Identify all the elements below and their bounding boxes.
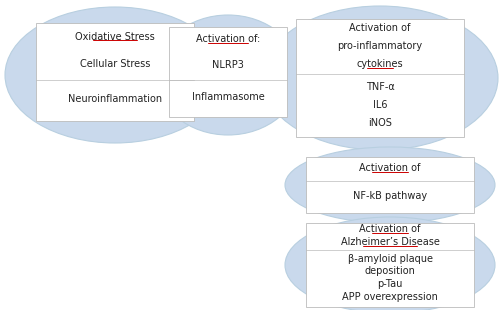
Text: TNF-α: TNF-α (366, 82, 394, 92)
FancyBboxPatch shape (306, 223, 474, 307)
Text: p-Tau: p-Tau (378, 279, 402, 289)
Text: β-amyloid plaque: β-amyloid plaque (348, 254, 432, 264)
Text: Alzheimer’s Disease: Alzheimer’s Disease (340, 237, 440, 247)
FancyBboxPatch shape (296, 19, 464, 137)
Ellipse shape (285, 217, 495, 310)
Text: iNOS: iNOS (368, 118, 392, 128)
Ellipse shape (262, 6, 498, 150)
FancyBboxPatch shape (36, 23, 194, 121)
Text: APP overexpression: APP overexpression (342, 292, 438, 302)
Text: Activation of:: Activation of: (196, 34, 260, 45)
Text: Activation of: Activation of (360, 224, 420, 234)
Ellipse shape (5, 7, 225, 143)
Ellipse shape (156, 15, 300, 135)
Text: Activation of: Activation of (350, 23, 410, 33)
Text: Inflammasome: Inflammasome (192, 92, 264, 102)
FancyBboxPatch shape (306, 157, 474, 213)
Text: Cellular Stress: Cellular Stress (80, 59, 150, 69)
Text: deposition: deposition (364, 266, 416, 276)
FancyBboxPatch shape (169, 27, 287, 117)
Ellipse shape (285, 147, 495, 223)
Text: Activation of: Activation of (360, 163, 420, 173)
Text: Oxidative Stress: Oxidative Stress (75, 32, 155, 42)
Text: Neuroinflammation: Neuroinflammation (68, 94, 162, 104)
Text: IL6: IL6 (373, 100, 387, 110)
Text: cytokines: cytokines (356, 59, 404, 69)
Text: pro-inflammatory: pro-inflammatory (338, 41, 422, 51)
Text: NLRP3: NLRP3 (212, 60, 244, 69)
Text: NF-kB pathway: NF-kB pathway (353, 191, 427, 201)
